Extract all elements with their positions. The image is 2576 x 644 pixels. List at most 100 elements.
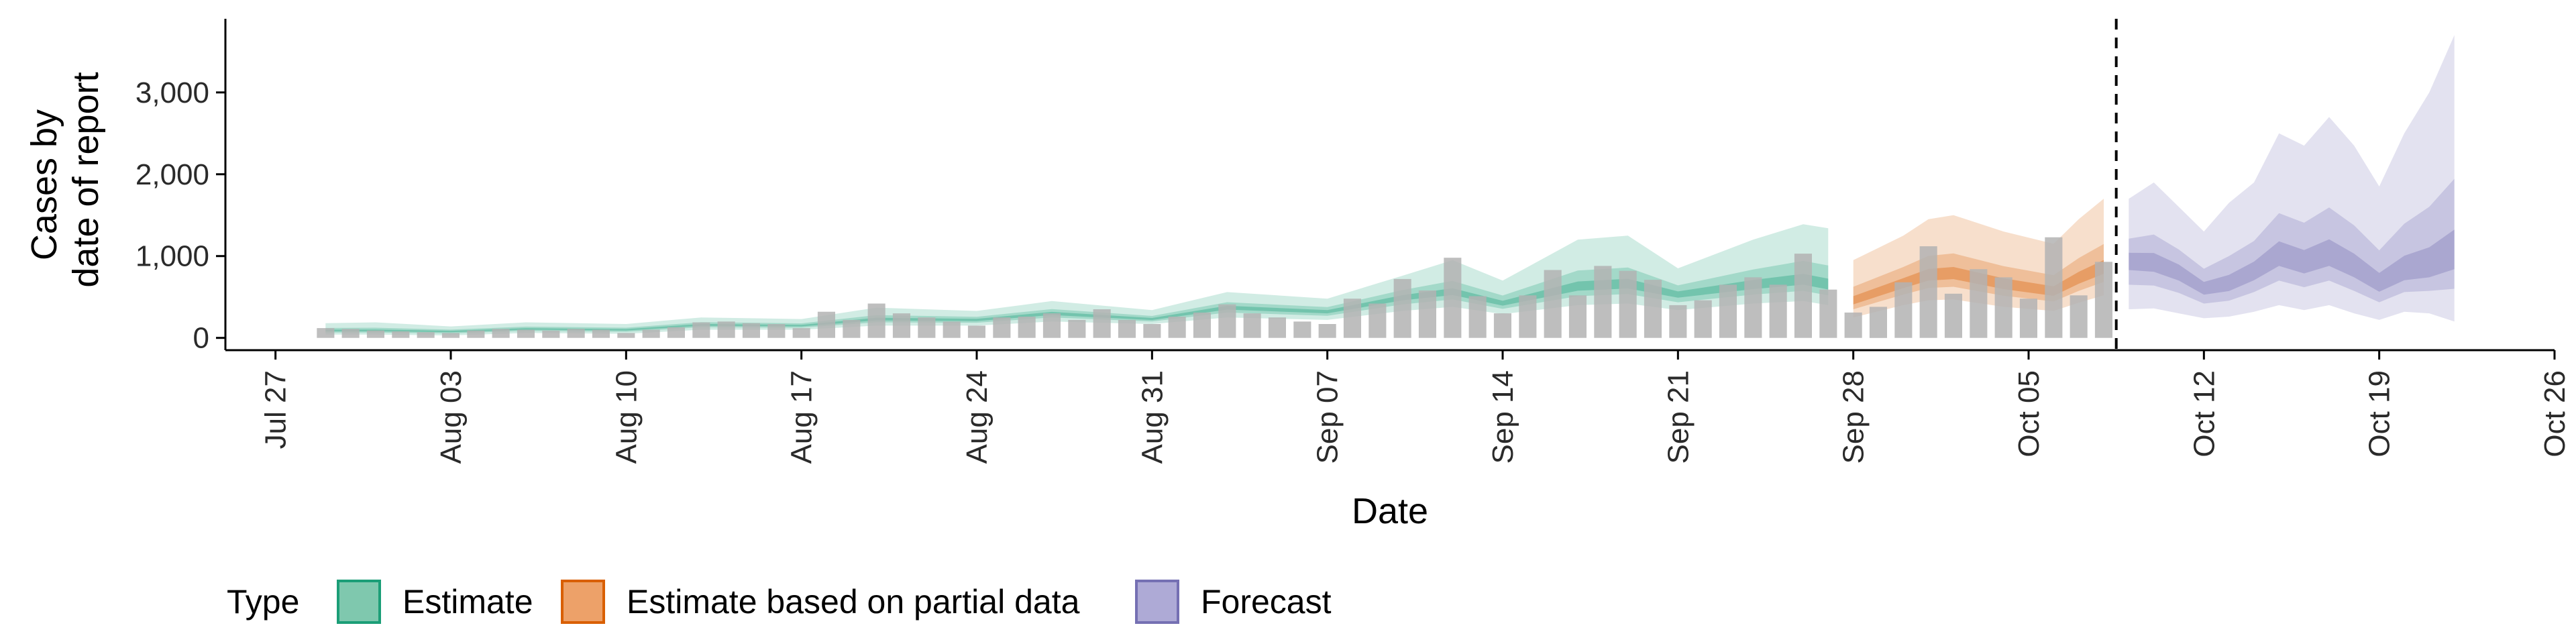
estimate-band-outer bbox=[325, 224, 1829, 335]
reported-bar bbox=[1994, 277, 2012, 338]
x-tick-label: Sep 14 bbox=[1487, 370, 1519, 464]
reported-bar bbox=[1243, 313, 1261, 338]
reported-case-bars bbox=[317, 237, 2112, 338]
reported-bar bbox=[1118, 319, 1136, 338]
y-axis-title-line-2: date of report bbox=[66, 72, 106, 287]
reported-bar bbox=[792, 328, 810, 338]
reported-bar bbox=[2045, 237, 2063, 338]
reported-bar bbox=[843, 319, 861, 338]
forecast-band-inner bbox=[2129, 229, 2455, 295]
reported-bar bbox=[1568, 295, 1587, 338]
reported-bar bbox=[341, 329, 360, 338]
y-tick-label: 0 bbox=[193, 322, 209, 355]
y-axis-ticks: 0 1,000 2,000 3,000 bbox=[136, 76, 225, 355]
reported-bar bbox=[692, 322, 710, 338]
reported-bar bbox=[2094, 262, 2112, 338]
reported-bar bbox=[417, 332, 435, 338]
reported-bar bbox=[1493, 313, 1511, 338]
reported-bar bbox=[1218, 304, 1236, 338]
reported-bar bbox=[1794, 254, 1812, 338]
reported-bar bbox=[1268, 317, 1286, 338]
reported-bar bbox=[1594, 266, 1612, 338]
partial-band-outer bbox=[1853, 199, 2104, 318]
reported-bar bbox=[366, 330, 384, 338]
legend-swatch-partial bbox=[561, 580, 605, 624]
reported-bar bbox=[943, 321, 961, 338]
reported-bar bbox=[642, 329, 660, 338]
reported-bar bbox=[617, 333, 635, 338]
reported-bar bbox=[1042, 313, 1061, 338]
x-tick-label: Sep 21 bbox=[1662, 370, 1695, 464]
x-tick-label: Oct 05 bbox=[2012, 370, 2045, 458]
reported-bar bbox=[467, 330, 485, 338]
forecast-band-outer bbox=[2129, 35, 2455, 322]
reported-bar bbox=[1619, 270, 1637, 338]
reported-bar bbox=[1368, 303, 1387, 338]
reported-bar bbox=[567, 329, 585, 338]
reported-bar bbox=[1919, 246, 1937, 338]
legend-swatch-estimate bbox=[337, 580, 381, 624]
x-tick-label: Aug 03 bbox=[435, 370, 468, 464]
reported-bar bbox=[1869, 307, 1887, 338]
y-tick-label: 1,000 bbox=[136, 240, 209, 273]
reported-bar bbox=[1769, 284, 1787, 338]
reported-bar bbox=[492, 329, 510, 338]
reported-bar bbox=[742, 323, 760, 338]
reported-bar bbox=[1343, 299, 1361, 338]
reported-bar bbox=[1393, 278, 1411, 338]
reported-bar bbox=[1744, 277, 1762, 338]
reported-bar bbox=[592, 329, 610, 338]
reported-bar bbox=[1844, 312, 1862, 338]
reported-bar bbox=[1168, 317, 1186, 338]
reported-bar bbox=[517, 329, 535, 338]
x-axis-title: Date bbox=[1352, 491, 1428, 531]
reported-bar bbox=[918, 317, 936, 338]
reported-bar bbox=[1093, 309, 1111, 338]
x-tick-label: Jul 27 bbox=[260, 370, 292, 449]
reported-bar bbox=[1970, 269, 1988, 338]
reported-bar bbox=[817, 311, 835, 338]
x-tick-label: Sep 07 bbox=[1311, 370, 1344, 464]
reported-bar bbox=[1719, 284, 1737, 338]
reported-bar bbox=[1944, 293, 1962, 338]
y-tick-label: 3,000 bbox=[136, 76, 209, 109]
legend-label-partial: Estimate based on partial data bbox=[627, 583, 1080, 621]
reported-bar bbox=[1068, 319, 1086, 338]
x-tick-label: Aug 17 bbox=[786, 370, 818, 464]
y-axis-title-line-1: Cases by bbox=[24, 109, 64, 260]
legend-label-forecast: Forecast bbox=[1201, 583, 1332, 621]
reported-bar bbox=[1444, 258, 1462, 338]
reported-bar bbox=[2070, 295, 2088, 338]
reported-bar bbox=[1894, 282, 1913, 338]
x-tick-label: Oct 12 bbox=[2188, 370, 2220, 458]
x-tick-label: Sep 28 bbox=[1837, 370, 1870, 464]
reported-bar bbox=[1318, 324, 1336, 338]
legend: Type Estimate Estimate based on partial … bbox=[227, 580, 1332, 624]
reported-bar bbox=[441, 333, 460, 338]
reported-bar bbox=[1819, 289, 1837, 338]
legend-swatch-forecast bbox=[1135, 580, 1179, 624]
x-tick-label: Aug 31 bbox=[1136, 370, 1169, 464]
reported-bar bbox=[993, 317, 1011, 338]
x-tick-label: Oct 19 bbox=[2363, 370, 2396, 458]
reported-bar bbox=[1193, 312, 1211, 338]
legend-label-estimate: Estimate bbox=[402, 583, 533, 621]
x-axis-ticks: Jul 27 Aug 03 Aug 10 Aug 17 Aug 24 Aug 31 Sep … bbox=[260, 350, 2571, 464]
reported-bar bbox=[867, 303, 885, 338]
reported-bar bbox=[1018, 317, 1036, 338]
reported-bar bbox=[667, 327, 685, 338]
y-axis-title: Cases by date of report bbox=[24, 72, 106, 287]
reported-bar bbox=[892, 313, 910, 338]
reported-bar bbox=[1418, 290, 1436, 338]
reported-bar bbox=[1694, 300, 1712, 338]
reported-bar bbox=[1293, 321, 1311, 338]
x-tick-label: Aug 24 bbox=[961, 370, 994, 464]
reported-bar bbox=[1644, 280, 1662, 338]
reported-bar bbox=[1519, 295, 1537, 338]
legend-title: Type bbox=[227, 583, 299, 621]
reported-bar bbox=[2019, 299, 2037, 338]
reported-bar bbox=[767, 324, 786, 338]
reported-bar bbox=[1669, 305, 1687, 338]
reported-bar bbox=[1544, 270, 1562, 338]
